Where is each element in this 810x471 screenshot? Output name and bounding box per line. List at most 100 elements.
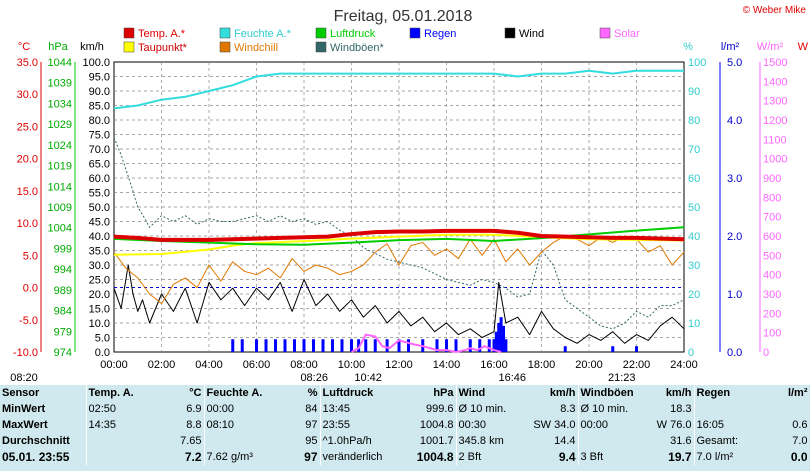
rain-bar [502,325,505,352]
x-tick-label: 20:00 [575,359,603,371]
x-tick-label: 06:00 [243,359,271,371]
solar-tick-label: 900 [763,173,781,185]
rain-tick-label: 4.0 [727,115,742,127]
stats-cell: 7.0 l/m² [696,451,734,463]
solar-tick-label: 500 [763,250,781,262]
stats-cell: Wind [458,387,486,399]
series-line-tempa [113,228,685,242]
rain-bar [312,339,315,352]
legend-swatch [409,27,421,39]
rain-bar [611,346,615,352]
legend-label: Luftdruck [330,28,376,40]
stats-row: 05.01. 23:55 7.2 7.62 g/m³ 97 veränderlich 10… [0,449,810,465]
humidity-unit-label: % [683,41,693,53]
rain-bar [497,323,501,352]
stats-cell: MaxWert [0,417,87,433]
time-marker-label: 21:23 [608,372,636,384]
stats-cell: 1004.8 [392,417,457,433]
stats-cell: °C [152,385,205,401]
solar-line [351,333,502,354]
legend-swatch [315,27,327,39]
stats-cell [694,401,758,417]
x-tick-label: 12:00 [385,359,413,371]
pressure-tick-label: 994 [54,264,72,276]
stats-cell: 3 Bft [580,451,604,463]
rain-bar [635,346,638,352]
time-markers: 08:20 08:26 10:42 16:46 21:23 [10,372,635,384]
stats-cell: Sensor [0,385,87,401]
extra-unit-label: W [798,41,809,53]
rain-bar [302,339,306,352]
chart-plot [113,69,685,354]
temp-tick-label: 5.0 [23,250,38,262]
humidity-tick-label: 10 [688,318,700,330]
humidity-tick-label: 20 [688,289,700,301]
pressure-tick-label: 1009 [48,202,72,214]
stats-cell: 9.4 [520,449,579,465]
pressure-tick-label: 984 [54,306,72,318]
stats-cell: 00:00 [580,419,609,431]
solar-tick-label: 0 [763,347,769,359]
wind-tick-label: 45.0 [89,217,110,229]
x-tick-label: 16:00 [480,359,508,371]
rain-unit-label: l/m² [721,41,740,53]
rain-bar [331,339,334,352]
stats-cell: 1004.8 [392,449,457,465]
rain-bar [499,317,503,352]
legend-label: Windböen* [330,42,385,54]
wind-tick-label: 70.0 [89,144,110,156]
rain-bar [283,339,287,352]
temp-tick-label: 35.0 [17,57,38,69]
pressure-tick-label: 1024 [48,140,72,152]
x-tick-label: 10:00 [338,359,366,371]
legend-label: Windchill [234,42,278,54]
x-tick-label: 04:00 [195,359,223,371]
rain-bar [264,339,268,352]
stats-cell: 0.0 [758,449,810,465]
legend-swatch [123,27,135,39]
temp-tick-label: 15.0 [17,186,38,198]
stats-cell: Feuchte A. [206,387,263,399]
temp-tick-label: 10.0 [17,218,38,230]
series-line-wind [113,264,685,344]
time-marker-label: 16:46 [499,372,527,384]
stats-cell: W 76.0 [642,417,695,433]
temp-tick-label: 30.0 [17,89,38,101]
humidity-tick-label: 80 [688,115,700,127]
humidity-tick-label: 0 [688,347,694,359]
stats-cell: Ø 10 min. [458,403,507,415]
solar-tick-label: 1000 [763,154,787,166]
series-line-windben [113,137,685,330]
stats-cell: 02:50 [88,403,117,415]
stats-cell: 05.01. 23:55 [0,449,87,465]
rain-bar [478,339,482,352]
stats-cell [86,449,152,465]
wind-tick-label: 100.0 [82,57,110,69]
wind-tick-label: 85.0 [89,101,110,113]
x-tick-label: 24:00 [670,359,698,371]
chart-axes: 35.0 30.0 25.0 20.0 15.0 10.0 5.0 0.0 -5.0 -10.0 1… [13,57,788,371]
stats-cell [86,433,152,449]
stats-cell: Gesamt: [696,435,739,447]
legend-swatch [219,27,231,39]
wind-tick-label: 75.0 [89,130,110,142]
wind-tick-label: 95.0 [89,72,110,84]
pressure-tick-label: 974 [54,347,72,359]
stats-cell [204,433,268,449]
stats-cell: Ø 10 min. [580,403,629,415]
legend-swatch [219,41,231,53]
wind-tick-label: 15.0 [89,304,110,316]
solar-tick-label: 300 [763,289,781,301]
pressure-tick-label: 1029 [48,119,72,131]
stats-cell: 8.8 [152,417,205,433]
legend-swatch [123,41,135,53]
rain-bar [494,331,498,352]
stats-cell: 345.8 km [458,435,504,447]
stats-cell: 84 [268,401,321,417]
pressure-tick-label: 1019 [48,161,72,173]
legend-swatch [315,41,327,53]
rain-bar [255,339,258,352]
stats-cell: 999.6 [392,401,457,417]
stats-cell: 97 [268,449,321,465]
temp-tick-label: 25.0 [17,121,38,133]
